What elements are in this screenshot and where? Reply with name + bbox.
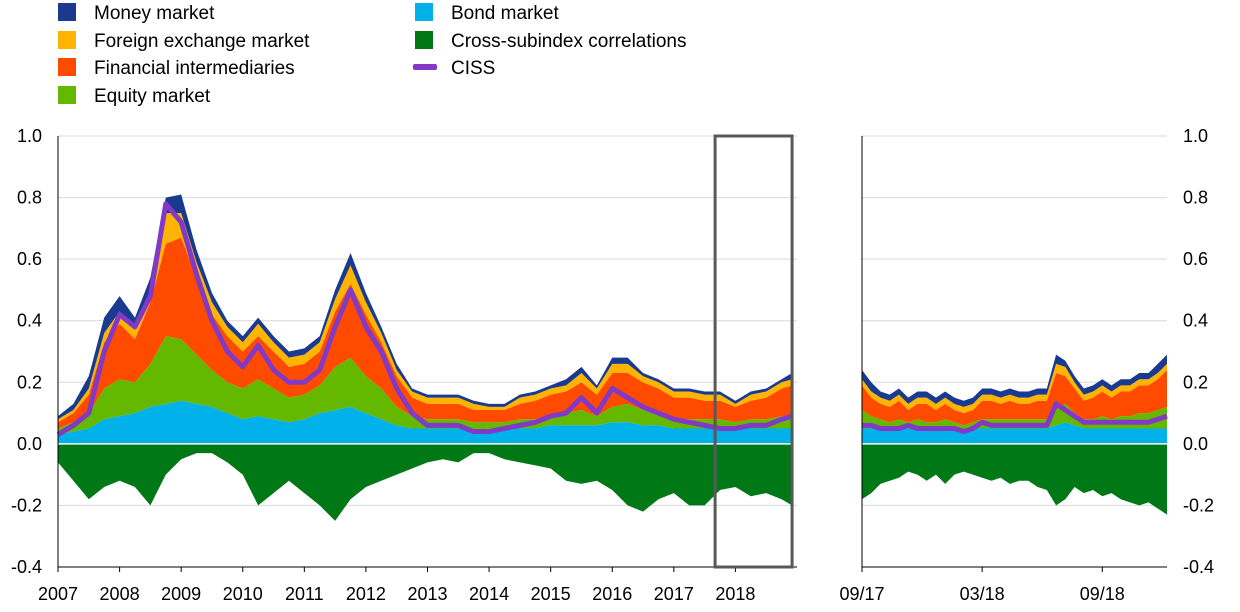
y-tick-label: 0.2 xyxy=(17,372,42,392)
area-corr xyxy=(862,443,1167,515)
y-tick-label: 0.4 xyxy=(1183,311,1208,331)
area-fx xyxy=(58,212,793,423)
legend-swatch-corr xyxy=(415,31,433,49)
x-tick-label: 2008 xyxy=(100,584,140,604)
x-tick-label: 2012 xyxy=(346,584,386,604)
y-tick-label: 0.8 xyxy=(17,188,42,208)
legend-swatch-fx xyxy=(58,31,76,49)
y-tick-label: 0.0 xyxy=(1183,434,1208,454)
y-tick-label: 1.0 xyxy=(1183,126,1208,146)
area-equity xyxy=(58,336,793,435)
legend-swatch-fin xyxy=(58,58,76,76)
y-tick-label: 0.8 xyxy=(1183,188,1208,208)
legend-label-equity: Equity market xyxy=(94,86,211,107)
legend-label-ciss: CISS xyxy=(451,58,495,79)
area-bond xyxy=(862,422,1167,444)
panel-long-run: 1.0 0.8 0.6 0.4 0.2 0.0 -0.2 -0.4 2007 2008 2009 20… xyxy=(11,126,797,604)
legend-label-bond: Bond market xyxy=(451,3,559,24)
x-tick-label: 2017 xyxy=(654,584,694,604)
line-ciss xyxy=(862,401,1168,435)
legend-label-money: Money market xyxy=(94,3,215,24)
panel-zoom: 1.0 0.8 0.6 0.4 0.2 0.0 -0.2 -0.4 09/17 03/18 09/1… xyxy=(839,126,1214,604)
legend-swatch-money xyxy=(58,3,76,21)
x-tick-label: 2010 xyxy=(223,584,263,604)
y-tick-label: 0.2 xyxy=(1183,372,1208,392)
area-fin xyxy=(862,369,1167,426)
highlight-box xyxy=(713,134,794,569)
y-tick-label: 0.6 xyxy=(1183,249,1208,269)
legend-label-fin: Financial intermediaries xyxy=(94,58,295,79)
area-fin xyxy=(58,237,793,429)
y-tick-label: 0.4 xyxy=(17,311,42,331)
x-tick-label: 2016 xyxy=(592,584,632,604)
y-tick-label: 0.6 xyxy=(17,249,42,269)
area-corr xyxy=(58,443,793,521)
area-fx xyxy=(862,363,1167,414)
x-tick-label: 09/17 xyxy=(839,584,884,604)
x-tick-label: 2014 xyxy=(469,584,509,604)
y-tick-label: -0.2 xyxy=(1183,495,1214,515)
legend-swatch-equity xyxy=(58,86,76,104)
legend-swatch-bond xyxy=(415,3,433,21)
y-tick-label: 0.0 xyxy=(17,434,42,454)
x-tick-label: 2013 xyxy=(407,584,447,604)
y-tick-label: 1.0 xyxy=(17,126,42,146)
y-tick-label: -0.2 xyxy=(11,495,42,515)
x-tick-label: 2007 xyxy=(38,584,78,604)
x-tick-label: 2009 xyxy=(161,584,201,604)
x-tick-label: 2015 xyxy=(531,584,571,604)
y-tick-label: -0.4 xyxy=(1183,557,1214,577)
x-tick-label: 03/18 xyxy=(960,584,1005,604)
x-tick-label: 09/18 xyxy=(1080,584,1125,604)
legend-line-ciss xyxy=(413,64,437,70)
line-ciss xyxy=(56,201,793,437)
legend-label-fx: Foreign exchange market xyxy=(94,31,310,52)
y-tick-label: -0.4 xyxy=(11,557,42,577)
area-bond xyxy=(58,400,793,444)
x-tick-label: 2018 xyxy=(715,584,755,604)
x-tick-label: 2011 xyxy=(285,584,324,604)
legend-label-corr: Cross-subindex correlations xyxy=(451,31,687,52)
